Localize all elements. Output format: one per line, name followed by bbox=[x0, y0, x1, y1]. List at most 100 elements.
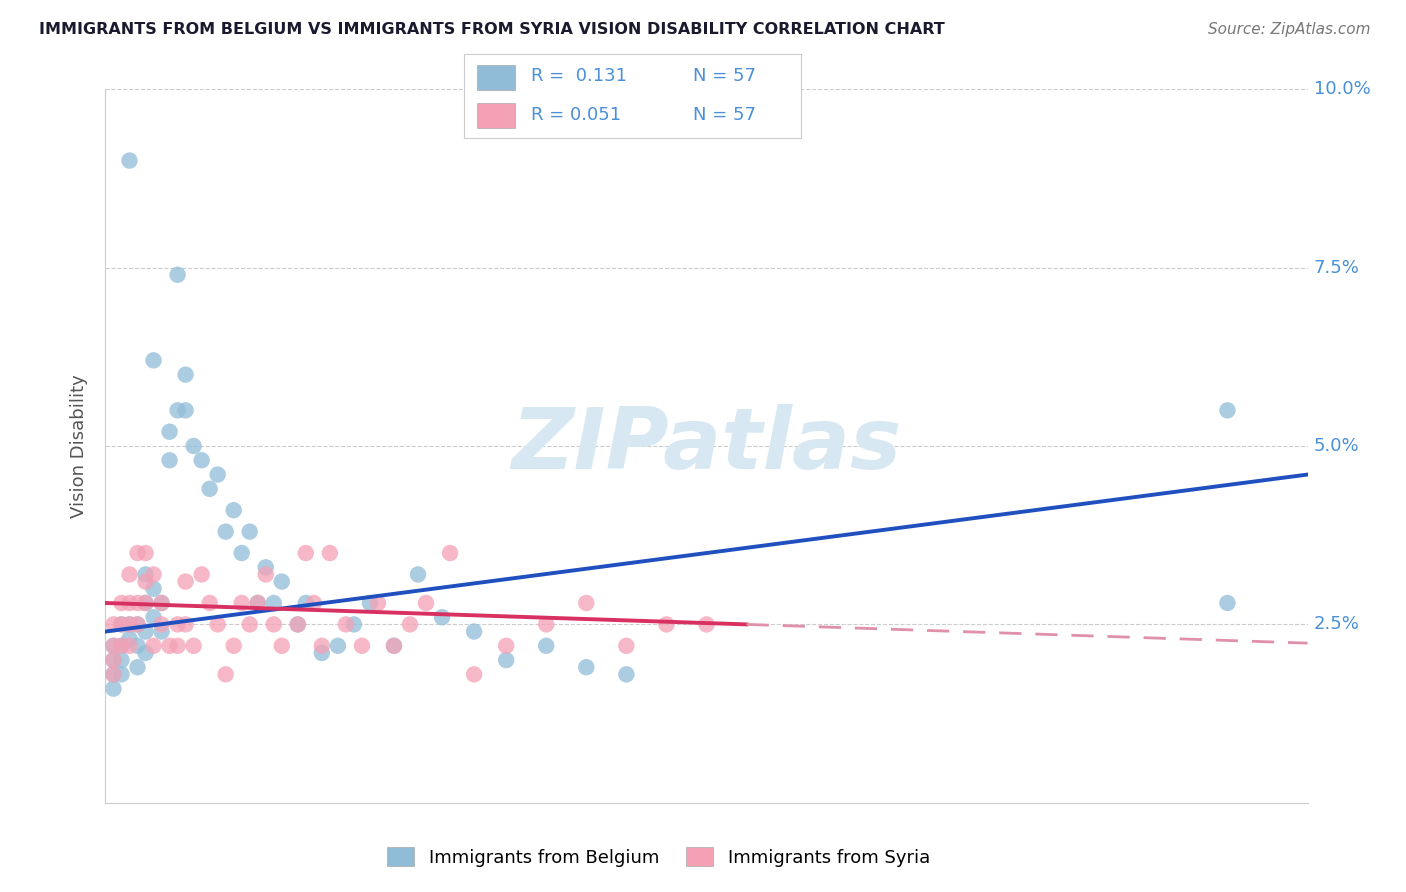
Point bbox=[534, 617, 557, 632]
Point bbox=[302, 596, 325, 610]
Point bbox=[103, 653, 125, 667]
Point bbox=[135, 567, 157, 582]
Point bbox=[198, 482, 221, 496]
Point bbox=[359, 596, 381, 610]
Point bbox=[150, 596, 173, 610]
Point bbox=[263, 617, 285, 632]
Text: N = 57: N = 57 bbox=[693, 68, 756, 86]
Point bbox=[382, 639, 405, 653]
Text: R = 0.051: R = 0.051 bbox=[531, 105, 621, 123]
Point bbox=[382, 639, 405, 653]
Point bbox=[439, 546, 461, 560]
Point bbox=[142, 353, 165, 368]
Point bbox=[135, 624, 157, 639]
Point bbox=[1216, 596, 1239, 610]
Point bbox=[110, 667, 132, 681]
Point bbox=[311, 646, 333, 660]
Text: N = 57: N = 57 bbox=[693, 105, 756, 123]
Point bbox=[118, 617, 141, 632]
Point bbox=[214, 524, 236, 539]
Point bbox=[174, 617, 197, 632]
Point bbox=[127, 660, 149, 674]
Point bbox=[174, 403, 197, 417]
Point bbox=[135, 646, 157, 660]
Point bbox=[127, 617, 149, 632]
Point bbox=[118, 617, 141, 632]
Point bbox=[239, 617, 262, 632]
Point bbox=[319, 546, 342, 560]
Point bbox=[207, 617, 229, 632]
Point bbox=[534, 639, 557, 653]
Point bbox=[399, 617, 422, 632]
Text: Source: ZipAtlas.com: Source: ZipAtlas.com bbox=[1208, 22, 1371, 37]
Point bbox=[159, 639, 181, 653]
Point bbox=[103, 667, 125, 681]
Point bbox=[142, 639, 165, 653]
Point bbox=[231, 546, 253, 560]
Point bbox=[103, 681, 125, 696]
Point bbox=[335, 617, 357, 632]
Point bbox=[616, 667, 638, 681]
Point bbox=[239, 524, 262, 539]
Point bbox=[103, 617, 125, 632]
Point bbox=[430, 610, 453, 624]
Point bbox=[696, 617, 718, 632]
Point bbox=[127, 596, 149, 610]
Point bbox=[246, 596, 269, 610]
Point bbox=[103, 639, 125, 653]
Point bbox=[183, 639, 205, 653]
Point bbox=[150, 624, 173, 639]
Legend: Immigrants from Belgium, Immigrants from Syria: Immigrants from Belgium, Immigrants from… bbox=[378, 838, 939, 876]
Point bbox=[190, 567, 212, 582]
Point bbox=[110, 639, 132, 653]
Point bbox=[103, 653, 125, 667]
Point bbox=[295, 596, 318, 610]
Point bbox=[118, 596, 141, 610]
Text: 10.0%: 10.0% bbox=[1313, 80, 1371, 98]
Text: R =  0.131: R = 0.131 bbox=[531, 68, 627, 86]
Point bbox=[118, 153, 141, 168]
Point bbox=[150, 596, 173, 610]
Point bbox=[367, 596, 389, 610]
Point bbox=[190, 453, 212, 467]
Point bbox=[263, 596, 285, 610]
Point bbox=[103, 639, 125, 653]
Point bbox=[295, 546, 318, 560]
Point bbox=[575, 660, 598, 674]
Point bbox=[127, 617, 149, 632]
Point bbox=[166, 617, 188, 632]
Point bbox=[254, 567, 277, 582]
Point bbox=[575, 596, 598, 610]
Point bbox=[254, 560, 277, 574]
Point bbox=[118, 567, 141, 582]
Point bbox=[142, 610, 165, 624]
Point bbox=[142, 567, 165, 582]
Point bbox=[406, 567, 429, 582]
Point bbox=[142, 582, 165, 596]
Point bbox=[110, 639, 132, 653]
Point bbox=[103, 667, 125, 681]
Point bbox=[214, 667, 236, 681]
Text: 2.5%: 2.5% bbox=[1313, 615, 1360, 633]
Point bbox=[287, 617, 309, 632]
Point bbox=[270, 574, 292, 589]
Point bbox=[118, 639, 141, 653]
Point bbox=[110, 596, 132, 610]
Point bbox=[463, 624, 485, 639]
Point bbox=[1216, 403, 1239, 417]
Point bbox=[616, 639, 638, 653]
Point bbox=[198, 596, 221, 610]
Point bbox=[127, 546, 149, 560]
Point bbox=[150, 617, 173, 632]
Point bbox=[326, 639, 349, 653]
Point bbox=[207, 467, 229, 482]
Point bbox=[350, 639, 373, 653]
Text: 5.0%: 5.0% bbox=[1313, 437, 1360, 455]
Text: ZIPatlas: ZIPatlas bbox=[512, 404, 901, 488]
Point bbox=[174, 574, 197, 589]
Point bbox=[135, 596, 157, 610]
Point bbox=[159, 453, 181, 467]
Point bbox=[415, 596, 437, 610]
Text: 7.5%: 7.5% bbox=[1313, 259, 1360, 277]
FancyBboxPatch shape bbox=[478, 103, 515, 128]
